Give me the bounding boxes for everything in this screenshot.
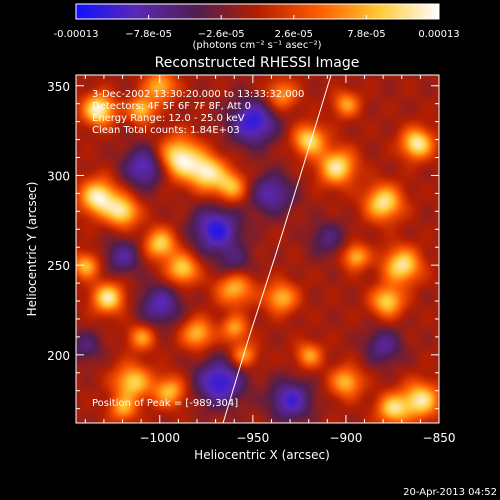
colorbar-unit-label: (photons cm⁻² s⁻¹ asec⁻²) [192, 40, 321, 51]
x-tick-label: −900 [329, 431, 362, 445]
colorbar-tick-label: 7.8e-05 [347, 29, 385, 40]
heatmap-image-wrap [76, 75, 439, 423]
colorbar-tick-label: −2.6e-05 [198, 29, 245, 40]
colorbar-tick-label: -0.00013 [54, 29, 99, 40]
colorbar-tick-label: −7.8e-05 [125, 29, 172, 40]
x-tick-label: −1000 [139, 431, 180, 445]
x-axis-ticks: −1000 −950 −900 −850 [84, 75, 456, 445]
plot-area: −1000 −950 −900 −850 200 250 300 350 3-Dec-200… [47, 74, 456, 445]
footer-timestamp: 20-Apr-2013 04:52 [403, 487, 497, 498]
heatmap-image [76, 75, 439, 423]
annotation-peak: Position of Peak = [-989,304] [92, 398, 238, 409]
annotation-detectors: Detectors: 4F 5F 6F 7F 8F, Att 0 [92, 101, 251, 112]
y-tick-label: 350 [47, 80, 70, 94]
x-tick-label: −950 [236, 431, 269, 445]
y-tick-label: 200 [47, 349, 70, 363]
x-axis-label: Heliocentric X (arcsec) [194, 448, 330, 462]
solar-limb-line [222, 74, 332, 424]
y-axis-ticks: 200 250 300 350 [47, 80, 439, 410]
colorbar-ticks: -0.00013 −7.8e-05 −2.6e-05 2.6e-05 7.8e-05 0.… [54, 15, 460, 40]
annotation-energy: Energy Range: 12.0 - 25.0 keV [92, 113, 245, 124]
colorbar: -0.00013 −7.8e-05 −2.6e-05 2.6e-05 7.8e-05 0.… [54, 3, 460, 51]
colorbar-strip [75, 3, 440, 20]
annotation-time: 3-Dec-2002 13:30:20.000 to 13:33:32.000 [92, 89, 304, 100]
colorbar-tick-label: 0.00013 [418, 29, 459, 40]
colorbar-tick-label: 2.6e-05 [275, 29, 313, 40]
annotation-clean: Clean Total counts: 1.84E+03 [92, 125, 240, 136]
y-axis-label: Heliocentric Y (arcsec) [25, 182, 39, 317]
chart-title: Reconstructed RHESSI Image [155, 55, 360, 71]
plot-frame [75, 74, 440, 424]
x-tick-label: −850 [423, 431, 456, 445]
y-tick-label: 300 [47, 169, 70, 183]
y-tick-label: 250 [47, 259, 70, 273]
